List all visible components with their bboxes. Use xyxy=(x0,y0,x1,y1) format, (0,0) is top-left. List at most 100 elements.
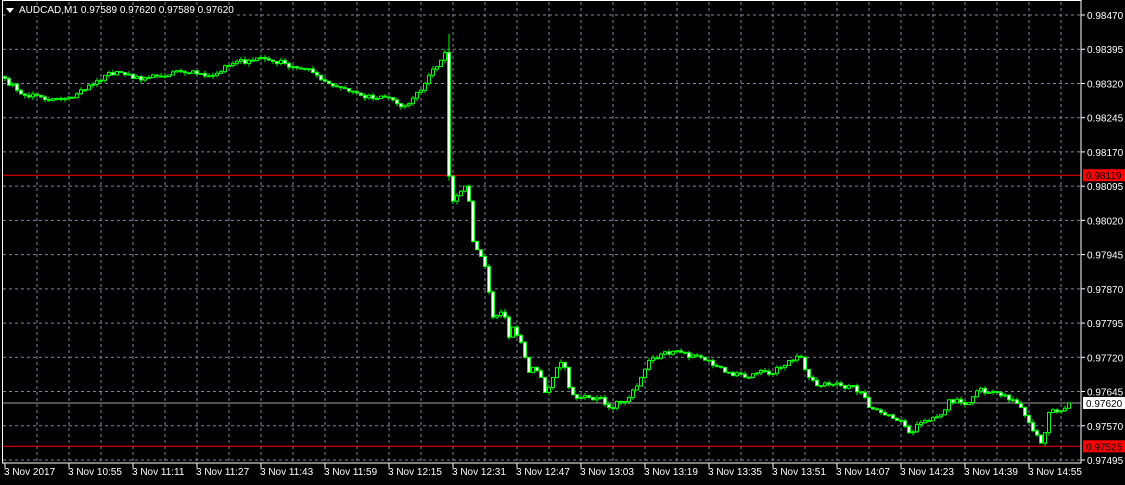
candle-bear xyxy=(811,376,815,381)
price-label: 0.98320 xyxy=(1087,79,1124,90)
candle-bear xyxy=(363,94,367,99)
candle-bear xyxy=(999,392,1003,397)
time-label: 3 Nov 2017 xyxy=(4,467,56,478)
candle-bull xyxy=(775,367,779,374)
candle-bull xyxy=(671,350,675,355)
candle-bear xyxy=(1007,394,1011,401)
candle-bear xyxy=(603,396,607,405)
candle-bear xyxy=(131,73,135,79)
time-label: 3 Nov 13:19 xyxy=(644,467,698,478)
candle-bear xyxy=(39,94,43,98)
candle-bear xyxy=(1035,430,1039,436)
candle-bear xyxy=(267,58,271,61)
candle-bear xyxy=(963,401,967,406)
candle-bear xyxy=(563,361,567,368)
candle-bear xyxy=(959,398,963,403)
candle-bull xyxy=(91,83,95,86)
candle-bull xyxy=(1051,409,1055,414)
candle-bear xyxy=(703,356,707,361)
candle-bull xyxy=(147,77,151,80)
candle-bull xyxy=(207,75,211,78)
candle-bear xyxy=(335,85,339,88)
candle-bear xyxy=(1039,434,1043,444)
candle-bear xyxy=(359,92,363,96)
candle-bear xyxy=(15,83,19,91)
candle-bear xyxy=(1055,409,1059,413)
candle-bear xyxy=(739,372,743,375)
price-line-label-box xyxy=(1083,169,1125,182)
price-label: 0.98170 xyxy=(1087,148,1124,159)
candle-bull xyxy=(199,72,203,75)
candle-bear xyxy=(819,385,823,388)
candle-bear xyxy=(111,72,115,76)
candle-bear xyxy=(683,351,687,354)
candle-bear xyxy=(347,87,351,92)
candle-bull xyxy=(735,372,739,377)
candle-bull xyxy=(631,389,635,398)
candle-bear xyxy=(59,97,63,100)
candle-bear xyxy=(43,96,47,101)
candle-bull xyxy=(307,68,311,71)
candle-bull xyxy=(443,51,447,61)
time-label: 3 Nov 11:59 xyxy=(324,467,378,478)
candle-bull xyxy=(231,62,235,66)
candle-bear xyxy=(815,379,819,387)
candle-bull xyxy=(499,311,503,317)
time-label: 3 Nov 13:03 xyxy=(580,467,634,478)
candle-bear xyxy=(951,399,955,404)
price-label: 0.98470 xyxy=(1087,11,1124,22)
candle-bull xyxy=(427,74,431,84)
candle-bear xyxy=(1023,407,1027,416)
candle-bear xyxy=(327,80,331,84)
candle-bull xyxy=(651,357,655,362)
candle-bull xyxy=(547,386,551,393)
candle-bear xyxy=(155,74,159,77)
candle-bear xyxy=(331,82,335,87)
candle-bear xyxy=(571,386,575,396)
candle-bear xyxy=(123,72,127,76)
candle-bull xyxy=(831,383,835,386)
candle-bear xyxy=(807,368,811,378)
candle-bear xyxy=(855,385,859,393)
candle-bull xyxy=(847,385,851,389)
candle-bear xyxy=(375,98,379,101)
candle-bear xyxy=(799,355,803,358)
candle-bear xyxy=(295,66,299,69)
candle-bear xyxy=(587,395,591,398)
candle-bear xyxy=(1031,422,1035,432)
candle-bull xyxy=(791,359,795,362)
candle-bull xyxy=(235,60,239,64)
candle-bear xyxy=(7,77,11,86)
candle-bull xyxy=(935,416,939,419)
time-label: 3 Nov 14:55 xyxy=(1028,467,1082,478)
candle-bull xyxy=(823,382,827,387)
candle-bull xyxy=(599,396,603,399)
candle-bear xyxy=(719,365,723,368)
candle-bear xyxy=(515,326,519,336)
candle-bear xyxy=(23,93,27,96)
candle-bull xyxy=(595,397,599,401)
time-label: 3 Nov 14:07 xyxy=(836,467,890,478)
triangle-down-icon[interactable] xyxy=(6,8,14,13)
candle-bear xyxy=(319,74,323,81)
price-line-label: 0.97525 xyxy=(1086,442,1123,453)
candle-bull xyxy=(755,372,759,375)
candle-bull xyxy=(627,396,631,403)
candle-bull xyxy=(11,83,15,86)
candle-bear xyxy=(323,79,327,82)
candle-bear xyxy=(927,420,931,423)
candle-bull xyxy=(691,354,695,358)
candle-bear xyxy=(851,385,855,388)
candle-bear xyxy=(283,59,287,64)
candle-bull xyxy=(643,368,647,378)
candle-bear xyxy=(179,70,183,73)
candle-bull xyxy=(459,190,463,197)
candle-bull xyxy=(151,74,155,79)
candle-bull xyxy=(167,74,171,78)
candle-bear xyxy=(591,396,595,401)
candle-bull xyxy=(51,98,55,101)
candle-bear xyxy=(907,425,911,434)
candle-bull xyxy=(211,74,215,77)
candle-bull xyxy=(919,422,923,425)
